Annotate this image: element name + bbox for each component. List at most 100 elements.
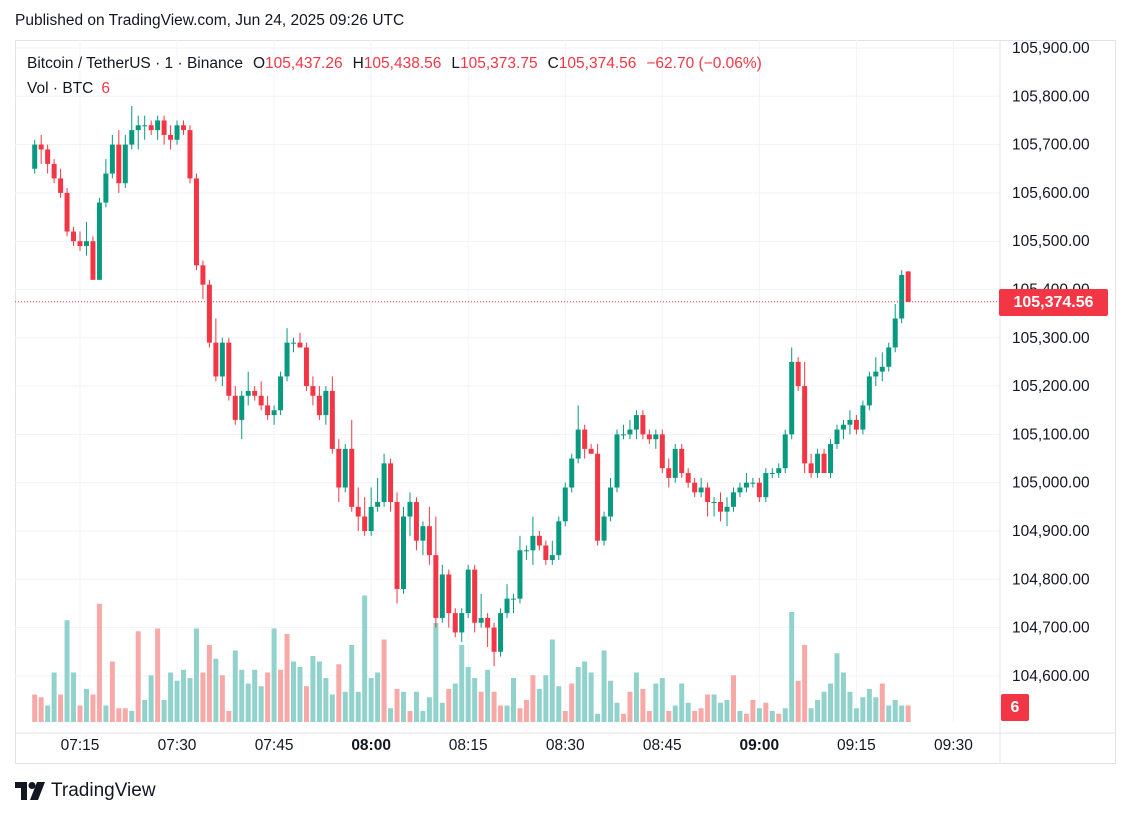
candle-body: [71, 231, 77, 242]
volume-bar: [258, 686, 264, 722]
candle-body: [750, 482, 756, 484]
candle: [355, 487, 361, 531]
candle-body: [446, 574, 452, 614]
close-label: C: [547, 55, 559, 72]
candle-body: [472, 569, 478, 623]
candle: [789, 347, 795, 440]
candle: [452, 608, 458, 638]
volume-bar: [109, 661, 115, 722]
volume-bar: [523, 700, 529, 722]
candle: [750, 477, 756, 488]
volume-bar: [433, 623, 439, 722]
price-tick-label: 104,900.00: [1012, 523, 1090, 540]
candle: [886, 342, 892, 372]
volume-bar: [219, 675, 225, 722]
candle-body: [575, 429, 581, 459]
volume-bar: [303, 686, 309, 722]
candle: [724, 497, 730, 527]
candle: [291, 337, 297, 353]
volume-bar: [646, 711, 652, 722]
candle-body: [627, 429, 633, 435]
candle: [582, 424, 588, 459]
candle-body: [407, 502, 413, 517]
candle: [608, 477, 614, 522]
candle-body: [129, 130, 135, 145]
candle-body: [433, 555, 439, 618]
volume-bar: [478, 691, 484, 722]
candle: [627, 419, 633, 440]
candle: [569, 453, 575, 493]
candle-body: [737, 487, 743, 493]
candle: [718, 492, 724, 522]
price-tick-label: 104,600.00: [1012, 668, 1090, 685]
volume-bar: [575, 667, 581, 722]
candle: [646, 429, 652, 445]
candle-body: [155, 120, 161, 131]
volume-bar: [608, 680, 614, 722]
candle: [698, 477, 704, 498]
volume-bar: [510, 678, 516, 722]
tradingview-logo[interactable]: TradingView: [15, 780, 156, 802]
candle: [808, 453, 814, 478]
candle: [562, 482, 568, 527]
candle-body: [401, 516, 406, 589]
candle-body: [329, 390, 335, 449]
candle-body: [465, 569, 471, 614]
volume-bar: [226, 711, 232, 722]
volume-bar: [355, 691, 361, 722]
candle-body: [705, 487, 711, 503]
volume-bar: [388, 708, 394, 722]
volume-bar: [692, 711, 698, 722]
candle-body: [886, 347, 892, 367]
candle: [310, 376, 316, 406]
volume-bar: [724, 700, 730, 722]
candle: [821, 448, 827, 474]
candle-body: [698, 487, 704, 493]
volume-bar: [394, 689, 400, 722]
price-tick-label: 105,200.00: [1012, 378, 1090, 395]
candle-body: [853, 419, 859, 430]
candle-body: [549, 555, 555, 560]
volume-bar: [627, 691, 633, 722]
candle: [71, 226, 77, 247]
candle: [517, 535, 523, 604]
candle: [459, 608, 465, 643]
volume-bar: [278, 669, 284, 722]
candle-body: [782, 434, 788, 469]
symbol-name[interactable]: Bitcoin / TetherUS · 1 · Binance: [27, 55, 243, 72]
candle-body: [536, 535, 542, 546]
candle-body: [543, 545, 549, 560]
candle: [45, 144, 51, 174]
symbol-legend: Bitcoin / TetherUS · 1 · Binance O105,437…: [27, 55, 762, 73]
candle-body: [200, 265, 206, 285]
volume-bar: [407, 711, 413, 722]
volume-label[interactable]: Vol · BTC: [27, 80, 94, 97]
candle: [504, 584, 510, 618]
volume-bars: [32, 595, 911, 722]
volume-bar: [866, 689, 872, 722]
candle: [899, 270, 905, 324]
candle: [51, 159, 57, 184]
volume-bar: [743, 713, 749, 722]
candle: [620, 424, 626, 440]
tradingview-brand: TradingView: [51, 780, 156, 801]
candle-body: [226, 342, 232, 396]
tradingview-logo-icon: [15, 782, 45, 800]
candle-body: [595, 453, 601, 541]
time-tick-label: 07:45: [255, 737, 294, 754]
open-value: 105,437.26: [265, 55, 343, 72]
volume-bar: [595, 713, 601, 722]
candle-body: [342, 448, 348, 488]
volume-bar: [452, 683, 458, 722]
published-caption: Published on TradingView.com, Jun 24, 20…: [15, 12, 405, 29]
candle-body: [439, 574, 445, 618]
candle: [388, 458, 394, 512]
volume-bar: [32, 694, 38, 722]
candle: [58, 168, 64, 198]
candle-body: [452, 613, 458, 633]
candle-body: [168, 134, 174, 140]
volume-bar: [698, 708, 704, 722]
candle-body: [413, 502, 419, 541]
candle-body: [181, 125, 187, 131]
